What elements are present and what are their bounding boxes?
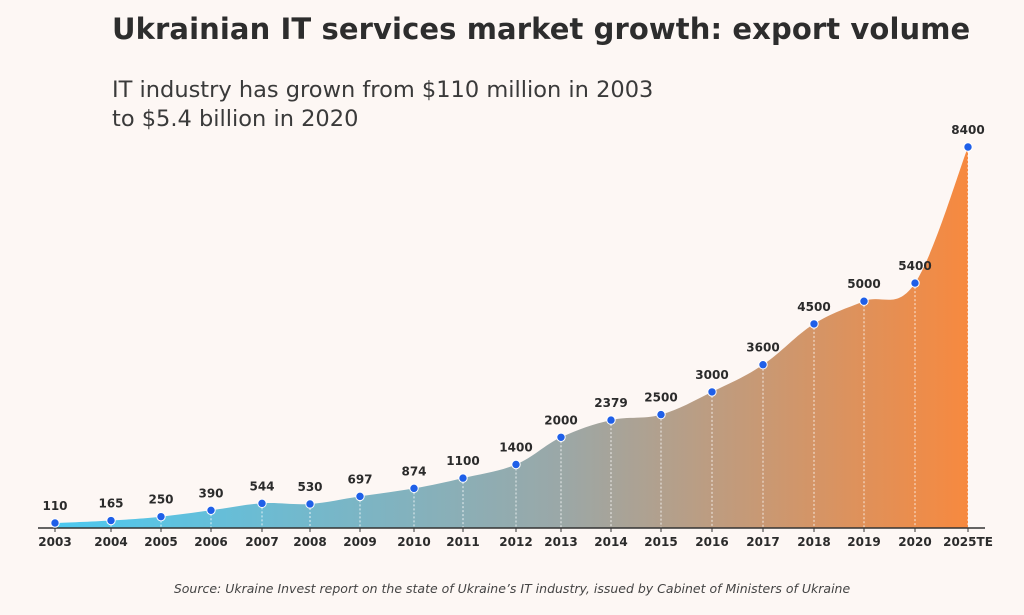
data-label: 250 [148, 493, 173, 507]
x-tick-label: 2005 [144, 535, 177, 549]
data-label: 5400 [898, 259, 931, 273]
data-point [206, 505, 216, 516]
x-tick-label: 2008 [293, 535, 326, 549]
chart-title: Ukrainian IT services market growth: exp… [112, 12, 971, 46]
data-label: 1400 [499, 441, 532, 455]
x-tick-label: 2016 [695, 535, 728, 549]
subtitle-line-2: to $5.4 billion in 2020 [112, 106, 359, 132]
data-point [511, 459, 521, 470]
data-point [257, 498, 267, 509]
x-tick-label: 2018 [797, 535, 830, 549]
data-point [910, 278, 920, 288]
x-tick-label: 2011 [446, 535, 479, 549]
data-point [409, 483, 419, 494]
data-labels: 110 165 250 390 544 530 697 874 1100 1400 2000 2379… [42, 123, 984, 513]
data-label: 3000 [695, 368, 728, 382]
x-tick-label: 2014 [594, 535, 627, 549]
x-tick-label: 2006 [194, 535, 227, 549]
x-tick-label: 2017 [746, 535, 779, 549]
data-point [458, 473, 468, 483]
data-label: 1100 [446, 454, 479, 468]
x-tick-label: 2020 [898, 535, 931, 549]
data-point [355, 491, 365, 502]
data-label: 110 [42, 499, 67, 513]
data-label: 874 [401, 464, 426, 478]
data-point [859, 296, 869, 306]
x-tick-label: 2009 [343, 535, 376, 549]
data-point [656, 409, 666, 420]
data-point [156, 511, 166, 522]
x-tick-label: 2012 [499, 535, 532, 549]
data-point [758, 360, 768, 370]
data-point [556, 432, 566, 442]
x-tick-label: 2010 [397, 535, 430, 549]
data-label: 544 [249, 479, 274, 493]
x-tick-label: 2007 [245, 535, 278, 549]
x-tick-label: 2004 [94, 535, 127, 549]
x-tick-label: 2003 [38, 535, 71, 549]
data-point [106, 515, 116, 526]
data-label: 2000 [544, 413, 577, 427]
x-tick-label: 2019 [847, 535, 880, 549]
data-label: 4500 [797, 300, 830, 314]
data-markers [50, 142, 973, 528]
data-point [606, 415, 616, 425]
data-point [963, 142, 973, 152]
data-label: 390 [198, 486, 223, 500]
x-tick-label: 2013 [544, 535, 577, 549]
data-label: 3600 [746, 341, 779, 355]
data-point [50, 518, 60, 528]
data-label: 697 [347, 472, 372, 486]
data-label: 2500 [644, 391, 677, 405]
x-tick-label: 2025TE [943, 535, 993, 549]
x-axis: 2003 2004 2005 2006 2007 2008 2009 2010 2011 2012… [38, 527, 993, 549]
chart-subtitle: IT industry has grown from $110 million … [112, 76, 672, 134]
data-label: 5000 [847, 277, 880, 291]
x-tick-label: 2015 [644, 535, 677, 549]
source-note: Source: Ukraine Invest report on the sta… [173, 581, 851, 596]
area-layer [55, 147, 968, 528]
data-point [809, 319, 819, 329]
data-label: 530 [297, 480, 322, 494]
data-point [305, 499, 315, 509]
area-fill [55, 147, 968, 528]
data-label: 165 [98, 497, 123, 511]
data-label: 2379 [594, 396, 627, 410]
data-label: 8400 [951, 123, 984, 137]
data-point [707, 387, 717, 397]
subtitle-line-1: IT industry has grown from $110 million … [112, 77, 654, 103]
